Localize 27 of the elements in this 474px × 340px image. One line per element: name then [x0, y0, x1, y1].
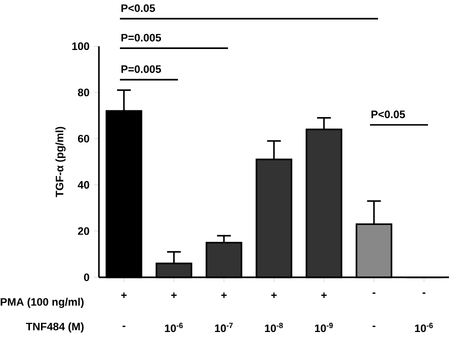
text: 10$^{-9}$: [315, 322, 333, 332]
text: 10$^{-6}$: [164, 322, 183, 332]
x-tick-label: +: [121, 292, 127, 298]
x-tick-label: +: [221, 292, 227, 298]
y-tick-label: 80: [78, 88, 90, 96]
y-axis-title: TGF-α (pg/ml): [55, 126, 66, 197]
text: P=0.005: [121, 34, 162, 42]
text: -: [372, 326, 376, 327]
y-tick-label: 60: [78, 134, 90, 142]
x-tick-label: -: [372, 292, 376, 294]
annotation: P<0.05: [371, 110, 406, 118]
text: P<0.05: [121, 4, 155, 12]
x-tick-label: +: [321, 292, 327, 298]
x-tick-label: -: [422, 292, 426, 294]
text: 10$^{-6}$: [415, 322, 433, 332]
y-tick-label: 40: [78, 180, 90, 189]
y-tick-label: 100: [72, 42, 90, 50]
y-tick-label: 0: [84, 273, 90, 282]
text: 10$^{-8}$: [265, 322, 283, 332]
annotation: P=0.005: [121, 65, 162, 73]
text: -: [122, 326, 126, 327]
x-tick-label: +: [271, 292, 277, 298]
text: PMA (100 ng/ml): [0, 298, 84, 308]
text: TNF484 (M): [26, 322, 84, 332]
y-tick-label: 20: [78, 227, 90, 235]
text: 10$^{-7}$: [215, 322, 233, 332]
x-tick-label: +: [171, 292, 177, 298]
